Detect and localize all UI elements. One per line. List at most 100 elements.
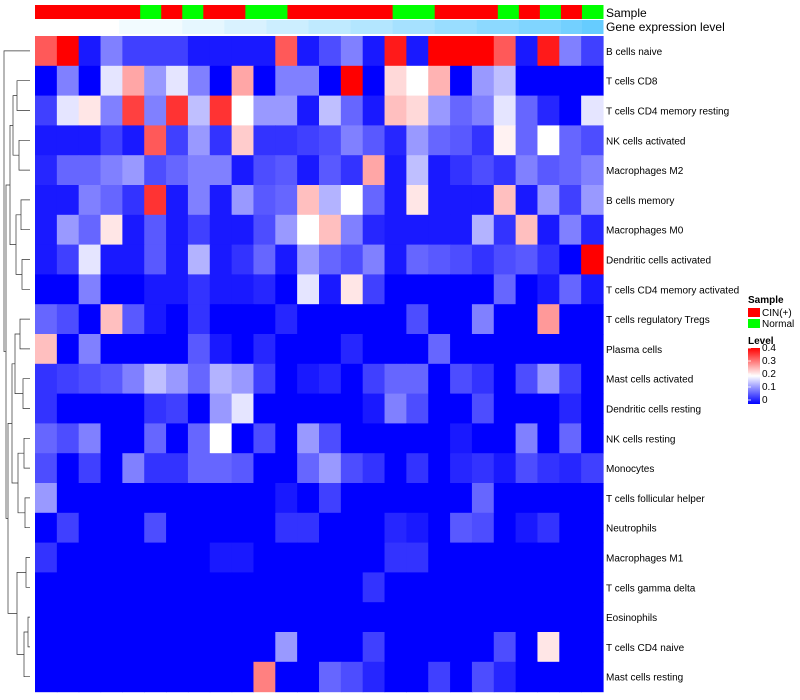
heatmap-cell: [406, 632, 429, 663]
heatmap-cell: [56, 632, 80, 663]
dendrogram-branch: [3, 50, 30, 353]
legend-level-tick-label: 0.2: [762, 369, 776, 380]
row-label: T cells follicular helper: [606, 494, 705, 505]
heatmap-cell: [166, 65, 189, 97]
heatmap-cell: [362, 393, 386, 424]
legend-level-tick-label: 0.4: [762, 343, 776, 354]
row-labels: B cells naive T cells CD8 T cells CD4 memo…: [606, 47, 739, 684]
heatmap-cell: [122, 244, 145, 275]
heatmap-cell: [100, 155, 123, 186]
sample-annotation-cell: [329, 5, 352, 19]
heatmap-cell: [231, 453, 255, 484]
heatmap-cell: [384, 453, 407, 484]
heatmap-cell: [275, 363, 298, 395]
sample-annotation-cell: [35, 5, 57, 19]
heatmap-cell: [581, 155, 604, 186]
heatmap-cell: [187, 65, 211, 97]
heatmap-cell: [362, 423, 386, 454]
heatmap-cell: [450, 661, 473, 693]
heatmap-cell: [537, 632, 560, 663]
heatmap-cell: [231, 363, 255, 395]
heatmap-cell: [537, 244, 560, 275]
heatmap-cell: [559, 214, 582, 246]
heatmap-cell: [275, 185, 298, 216]
heatmap-cell: [559, 334, 582, 365]
heatmap-cell: [78, 244, 102, 275]
sample-annotation-cell: [455, 5, 478, 19]
heatmap-cell: [319, 95, 342, 126]
heatmap-cell: [450, 393, 473, 424]
heatmap-cell: [122, 304, 145, 335]
heatmap-cell: [100, 95, 123, 126]
heatmap-cell: [471, 632, 495, 663]
heatmap-cell: [428, 393, 451, 424]
sample-annotation-cell: [77, 5, 99, 19]
dendrogram-branch: [27, 616, 30, 648]
heatmap-cell: [253, 483, 276, 514]
heatmap-cell: [581, 632, 604, 663]
heatmap-cell: [297, 304, 320, 335]
heatmap-cell: [253, 65, 276, 97]
heatmap-cell: [581, 423, 604, 454]
gene-expression-annotation-cell: [392, 20, 415, 34]
heatmap-cell: [144, 632, 167, 663]
row-label: NK cells resting: [606, 434, 675, 445]
heatmap-cell: [559, 36, 582, 67]
heatmap-cell: [253, 393, 276, 424]
sample-annotation-cell: [245, 5, 267, 19]
sample-annotation-cell: [56, 5, 78, 19]
heatmap-cell: [253, 542, 276, 573]
heatmap-cell: [515, 453, 539, 484]
gene-expression-annotation-cell: [98, 20, 120, 34]
annotation-label-gene-expression: Gene expression level: [606, 20, 725, 34]
heatmap-cell: [362, 632, 386, 663]
heatmap-cell: [187, 632, 211, 663]
heatmap-cell: [35, 661, 58, 693]
heatmap-cell: [275, 125, 298, 156]
heatmap-cell: [253, 244, 276, 275]
heatmap-cell: [559, 602, 582, 633]
heatmap-cell: [406, 274, 429, 305]
heatmap-cell: [56, 453, 80, 484]
heatmap-cell: [122, 185, 145, 216]
heatmap-cell: [340, 36, 364, 67]
heatmap-cell: [56, 125, 80, 156]
heatmap-cell: [275, 36, 298, 67]
sample-annotation-cell: [287, 5, 309, 19]
heatmap-cell: [428, 65, 451, 97]
heatmap-cell: [515, 214, 539, 246]
heatmap-cell: [187, 512, 211, 544]
heatmap-cell: [428, 95, 451, 126]
heatmap-cell: [450, 483, 473, 514]
heatmap-cell: [187, 244, 211, 275]
heatmap-cell: [450, 423, 473, 454]
heatmap-cell: [450, 95, 473, 126]
gene-expression-annotation-cell: [581, 20, 604, 34]
heatmap-cell: [537, 65, 560, 97]
heatmap-cell: [187, 214, 211, 246]
heatmap-cell: [537, 453, 560, 484]
heatmap-cell: [166, 304, 189, 335]
heatmap-cell: [319, 453, 342, 484]
heatmap-cell: [209, 95, 233, 126]
heatmap-cell: [319, 632, 342, 663]
heatmap-cell: [209, 274, 233, 305]
heatmap-cell: [100, 304, 123, 335]
heatmap-cell: [253, 155, 276, 186]
heatmap-cell: [187, 363, 211, 395]
heatmap-cell: [471, 661, 495, 693]
sample-annotation-cell: [497, 5, 520, 19]
heatmap-cell: [275, 572, 298, 603]
heatmap-cell: [362, 453, 386, 484]
row-label: T cells CD4 naive: [606, 643, 685, 654]
heatmap-cell: [537, 95, 560, 126]
heatmap-cell: [166, 661, 189, 693]
gene-expression-annotation-cell: [455, 20, 478, 34]
heatmap-cell: [297, 95, 320, 126]
sample-annotation-cell: [266, 5, 288, 19]
heatmap-cell: [297, 334, 320, 365]
heatmap-cell: [362, 334, 386, 365]
sample-annotation-cell: [203, 5, 225, 19]
heatmap-cell: [581, 65, 604, 97]
heatmap-cell: [493, 661, 517, 693]
